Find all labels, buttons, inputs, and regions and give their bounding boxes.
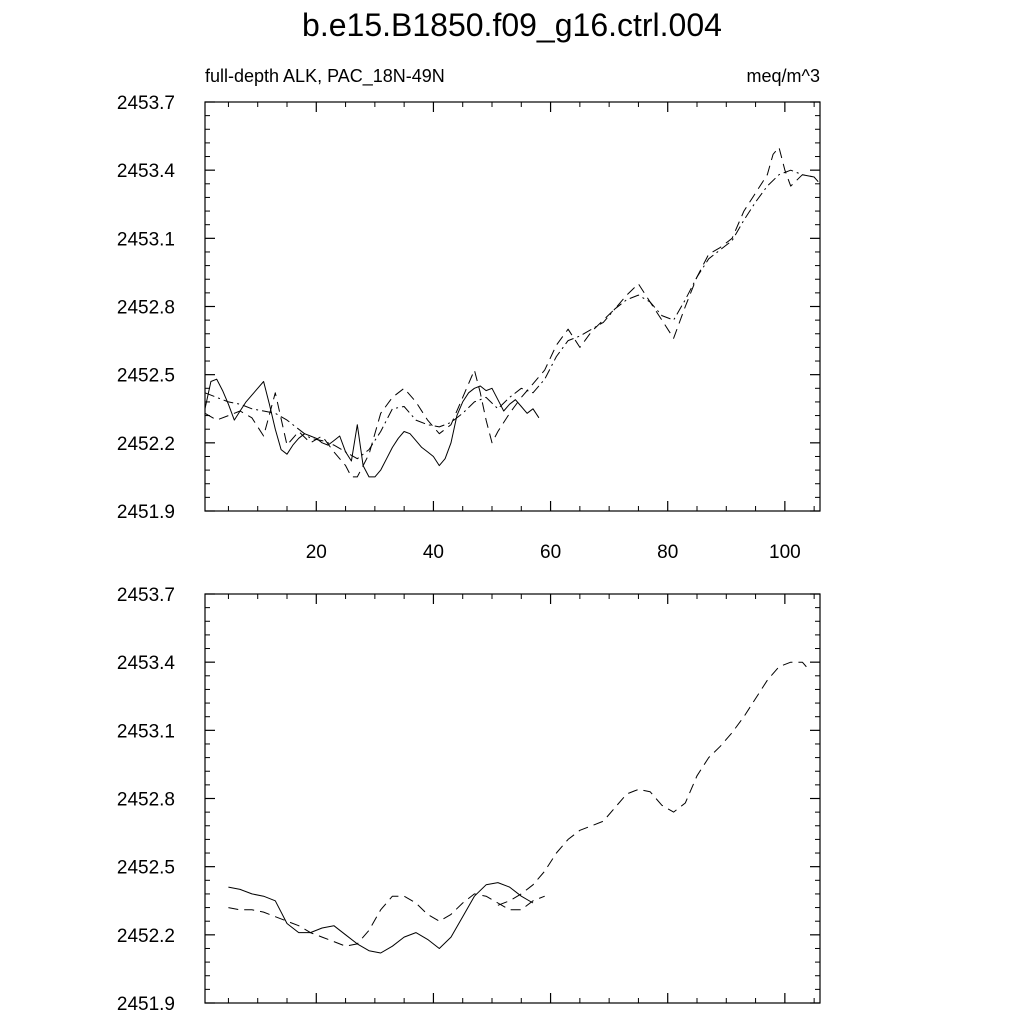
y-tick-label: 2451.9: [117, 994, 175, 1015]
plot-frame: [204, 101, 821, 512]
y-tick-label: 2452.8: [117, 298, 175, 319]
y-tick-label: 2452.2: [117, 926, 175, 947]
y-tick-label: 2451.9: [117, 502, 175, 523]
plot-frame: [204, 593, 821, 1004]
left-string: full-depth ALK, PAC_18N-49N: [205, 66, 445, 87]
x-tick-label: 60: [540, 542, 561, 563]
units-label: meq/m^3: [747, 66, 820, 86]
series-line-dashdot: [204, 169, 815, 460]
y-tick-label: 2453.1: [117, 229, 175, 250]
series-line-dashed: [497, 661, 809, 906]
y-tick-label: 2453.7: [117, 585, 175, 606]
x-tick-label: 20: [306, 542, 327, 563]
series-line-solid: [204, 378, 540, 478]
y-tick-label: 2452.2: [117, 434, 175, 455]
x-tick-label: 80: [657, 542, 678, 563]
chart-title: b.e15.B1850.f09_g16.ctrl.004: [302, 7, 722, 43]
y-tick-label: 2452.5: [117, 858, 175, 879]
x-tick-label: 40: [423, 542, 444, 563]
y-tick-label: 2453.7: [117, 93, 175, 114]
y-tick-label: 2453.1: [117, 721, 175, 742]
y-tick-label: 2452.5: [117, 366, 175, 387]
series-line-dashed: [228, 893, 545, 947]
x-tick-label: 100: [769, 542, 801, 563]
bottom-plot-panel: 2451.9 2452.2 2452.5 2452.8 2453.1 2453.4 2453…: [117, 585, 821, 1015]
y-tick-label: 2452.8: [117, 790, 175, 811]
y-tick-label: 2453.4: [117, 161, 176, 182]
y-tick-label: 2453.4: [117, 653, 176, 674]
top-plot-panel: 20 40 60 80 100 2451.9 2452.2 2452.5 2452.8 2453.…: [117, 93, 821, 563]
series-line-dashed: [204, 146, 821, 478]
series-line-solid: [228, 882, 534, 954]
